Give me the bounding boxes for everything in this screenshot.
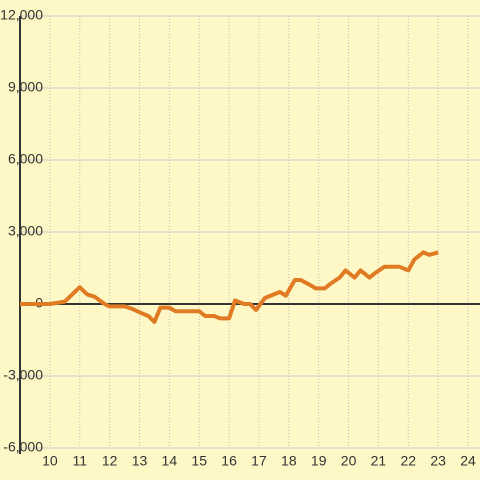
x-tick-label: 15 [191, 453, 207, 469]
x-tick-label: 10 [42, 453, 58, 469]
y-tick-label: 6,000 [8, 151, 43, 167]
x-tick-label: 21 [371, 453, 387, 469]
y-tick-label: 12,000 [0, 7, 43, 23]
x-tick-label: 24 [460, 453, 476, 469]
y-tick-label: 3,000 [8, 223, 43, 239]
y-tick-label: -6,000 [3, 439, 43, 455]
x-tick-label: 14 [162, 453, 178, 469]
x-tick-label: 17 [251, 453, 267, 469]
y-tick-label: -3,000 [3, 367, 43, 383]
x-tick-label: 13 [132, 453, 148, 469]
x-tick-label: 23 [430, 453, 446, 469]
x-tick-label: 20 [341, 453, 357, 469]
y-tick-label: 9,000 [8, 79, 43, 95]
x-tick-label: 18 [281, 453, 297, 469]
x-tick-label: 22 [401, 453, 417, 469]
x-tick-label: 19 [311, 453, 327, 469]
x-tick-label: 11 [72, 453, 87, 469]
x-tick-label: 16 [221, 453, 237, 469]
line [20, 250, 439, 324]
x-tick-label: 12 [102, 453, 118, 469]
